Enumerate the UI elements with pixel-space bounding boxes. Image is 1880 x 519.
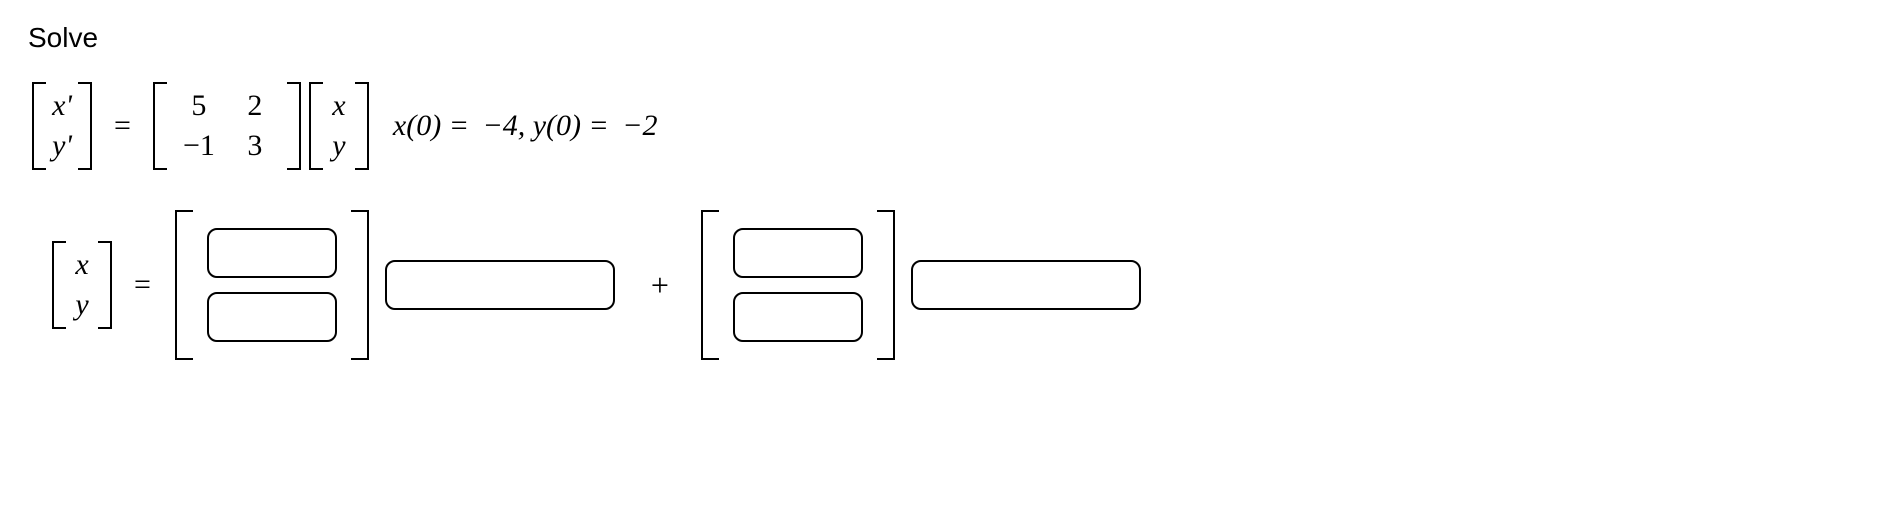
bracket-left-icon (309, 82, 323, 170)
equals-sign-1: = (114, 109, 131, 143)
bracket-left-icon (175, 210, 193, 360)
initial-conditions: x(0) = −4, y(0) = −2 (393, 109, 658, 143)
xprime: x' (50, 86, 74, 126)
y-var: y (327, 126, 351, 166)
bracket-right-icon (355, 82, 369, 170)
term1-vec-bot-input[interactable] (207, 292, 337, 342)
term1-exp-input[interactable] (385, 260, 615, 310)
x-var: x (327, 86, 351, 126)
term2-scalar-slot (911, 260, 1141, 310)
term1-vec-top-input[interactable] (207, 228, 337, 278)
bracket-right-icon (98, 241, 112, 329)
bracket-left-icon (52, 241, 66, 329)
yprime: y' (50, 126, 74, 166)
bracket-right-icon (877, 210, 895, 360)
term2-exp-input[interactable] (911, 260, 1141, 310)
bracket-right-icon (287, 82, 301, 170)
state-vector: x y (309, 82, 369, 170)
term1-vector-inputs (175, 210, 369, 360)
plus-sign: + (651, 267, 669, 304)
solution-row: x y = + (28, 210, 1852, 360)
mat-r2c2: 3 (227, 126, 283, 166)
bracket-right-icon (351, 210, 369, 360)
term2-vec-top-input[interactable] (733, 228, 863, 278)
problem-page: Solve x' y' = 5 2 −1 3 x y (0, 0, 1880, 519)
bracket-left-icon (153, 82, 167, 170)
equation-row: x' y' = 5 2 −1 3 x y x(0) = −4, y(0) = −… (28, 82, 1852, 170)
mat-r2c1: −1 (171, 126, 227, 166)
equals-sign-2: = (134, 268, 151, 302)
deriv-vector: x' y' (32, 82, 92, 170)
term2-vec-bot-input[interactable] (733, 292, 863, 342)
prompt-text: Solve (28, 22, 1852, 54)
bracket-right-icon (78, 82, 92, 170)
coefficient-matrix: 5 2 −1 3 (153, 82, 301, 170)
x-var-sol: x (70, 245, 94, 285)
mat-r1c2: 2 (227, 86, 283, 126)
term2-vector-inputs (701, 210, 895, 360)
term1-scalar-slot (385, 260, 615, 310)
mat-r1c1: 5 (171, 86, 227, 126)
solution-vector: x y (52, 241, 112, 329)
bracket-left-icon (701, 210, 719, 360)
y-var-sol: y (70, 285, 94, 325)
bracket-left-icon (32, 82, 46, 170)
